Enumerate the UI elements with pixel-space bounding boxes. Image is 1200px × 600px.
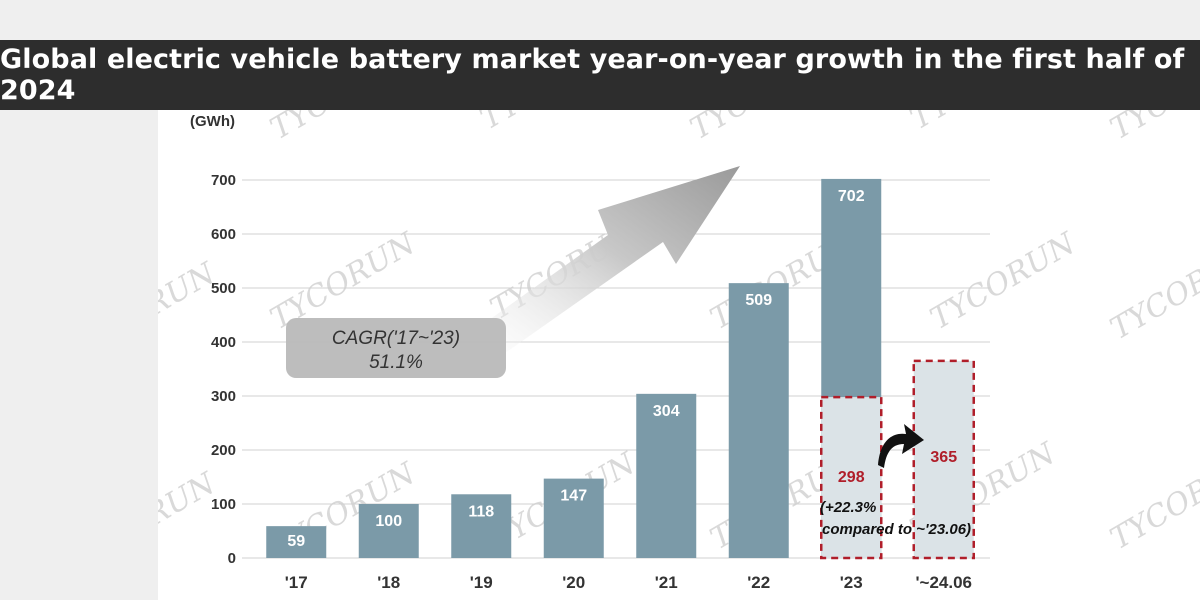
y-axis-ticks: 0 100 200 300 400 500 600 700 xyxy=(211,172,236,567)
bar-value-label: 509 xyxy=(745,292,772,309)
x-tick-label: '17 xyxy=(285,573,308,592)
y-tick-label: 0 xyxy=(228,550,236,567)
bar-segment-label: 298 xyxy=(838,469,865,486)
title-banner: Global electric vehicle battery market y… xyxy=(0,40,1200,110)
bar-value-label: 118 xyxy=(468,503,494,520)
bar-value-label: 702 xyxy=(838,188,865,205)
bar-segment-outline xyxy=(820,395,883,560)
chart-panel: TYCORUN TYCORUN TYCORUN TYCORUN TYCORUN TYCOR… xyxy=(158,110,1200,600)
x-tick-label: '18 xyxy=(377,573,400,592)
y-tick-label: 600 xyxy=(211,226,236,243)
growth-arrow xyxy=(468,166,740,365)
y-tick-label: 400 xyxy=(211,334,236,351)
y-tick-label: 200 xyxy=(211,442,236,459)
watermark-text: TYCORUN xyxy=(1105,110,1200,147)
watermark-text: TYCORUN xyxy=(685,110,843,147)
y-axis-unit: (GWh) xyxy=(190,113,235,130)
bar-segment xyxy=(821,397,882,558)
bar-value-label: 304 xyxy=(653,403,680,420)
x-tick-label: '23 xyxy=(840,573,863,592)
watermark-text: TYCORUN xyxy=(265,110,423,147)
watermark-text: TYCORUN xyxy=(1105,445,1200,557)
bar-value-label: 100 xyxy=(375,513,402,530)
growth-note-line2: compared to ~'23.06) xyxy=(822,521,971,538)
x-tick-label: '20 xyxy=(562,573,585,592)
growth-note-line1: (+22.3% xyxy=(820,499,876,516)
cagr-value: 51.1% xyxy=(369,352,423,373)
bar xyxy=(636,393,697,558)
bar-value-label: 147 xyxy=(560,488,587,505)
bar xyxy=(913,360,974,558)
bar xyxy=(543,478,604,558)
bar xyxy=(266,526,327,558)
x-tick-label: '~24.06 xyxy=(915,573,972,592)
bar xyxy=(358,504,419,558)
bar-value-label: 59 xyxy=(287,533,305,550)
bar-outline xyxy=(912,359,975,560)
bar xyxy=(451,494,512,558)
x-axis-ticks: '17 '18 '19 '20 '21 '22 '23 '~24.06 xyxy=(285,573,972,592)
y-tick-label: 300 xyxy=(211,388,236,405)
watermark-text: TYCORUN xyxy=(925,225,1083,337)
y-tick-label: 700 xyxy=(211,172,236,189)
x-tick-label: '22 xyxy=(747,573,770,592)
watermark-text: TYCORUN xyxy=(158,465,223,577)
watermark-text: TYCORUN xyxy=(475,110,633,137)
bar-chart: TYCORUN TYCORUN TYCORUN TYCORUN TYCORUNTYCOR… xyxy=(158,110,1200,592)
watermark-text: TYCORUN xyxy=(905,110,1063,137)
bar xyxy=(728,283,789,558)
curved-arrow-icon xyxy=(878,424,924,468)
cagr-label: CAGR('17~'23) xyxy=(332,328,460,349)
watermark-text: TYCORUN xyxy=(1105,235,1200,347)
bar-value-label: 365 xyxy=(930,449,957,466)
page-title: Global electric vehicle battery market y… xyxy=(0,44,1185,106)
x-tick-label: '21 xyxy=(655,573,678,592)
y-tick-label: 100 xyxy=(211,496,236,513)
y-tick-label: 500 xyxy=(211,280,236,297)
x-tick-label: '19 xyxy=(470,573,493,592)
bars: 59 100 118 147 304 509 702 298 365 xyxy=(266,178,975,560)
cagr-callout: CAGR('17~'23) 51.1% xyxy=(286,318,506,378)
